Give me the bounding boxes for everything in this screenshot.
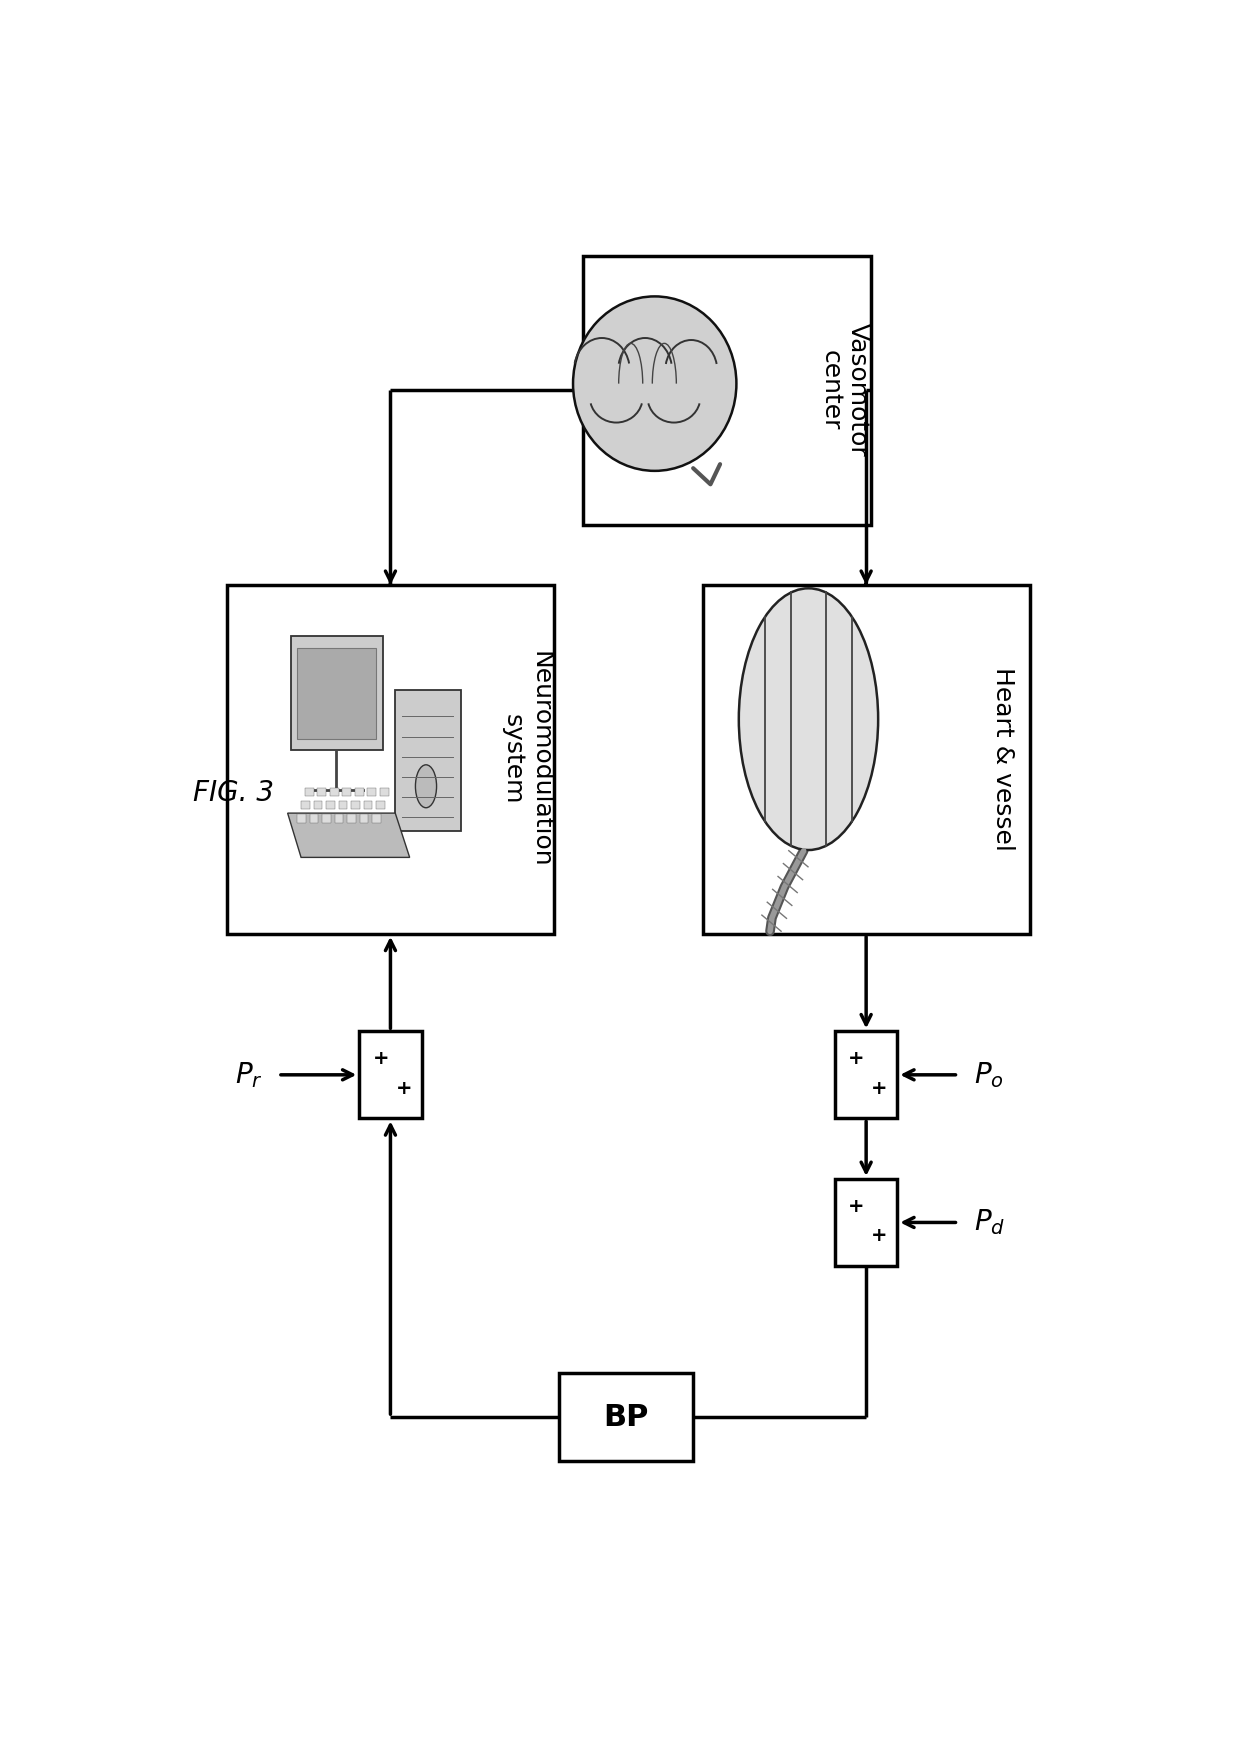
Bar — [558, 1373, 693, 1461]
Text: Heart & vessel: Heart & vessel — [991, 668, 1014, 851]
Bar — [330, 788, 339, 795]
Bar — [360, 814, 368, 823]
Bar — [835, 1032, 898, 1119]
Bar — [291, 636, 383, 749]
Bar — [339, 802, 347, 809]
Text: FIG. 3: FIG. 3 — [193, 779, 274, 807]
Bar — [703, 586, 1029, 934]
Bar — [227, 586, 554, 934]
Ellipse shape — [739, 589, 878, 851]
Bar — [396, 690, 460, 831]
Bar — [355, 788, 363, 795]
Bar — [367, 788, 376, 795]
Polygon shape — [288, 814, 409, 858]
Bar — [301, 802, 310, 809]
Bar — [298, 648, 376, 739]
Text: +: + — [848, 1197, 864, 1217]
Ellipse shape — [573, 296, 737, 471]
Bar — [335, 814, 343, 823]
Bar — [314, 802, 322, 809]
Bar — [372, 814, 381, 823]
Text: +: + — [372, 1049, 389, 1068]
Bar — [322, 814, 331, 823]
Bar — [317, 788, 326, 795]
Text: Vasomotor
center: Vasomotor center — [818, 324, 870, 457]
Bar — [835, 1178, 898, 1265]
Bar — [298, 814, 306, 823]
Text: Neuromodulation
system: Neuromodulation system — [501, 652, 553, 868]
Bar — [310, 814, 319, 823]
Text: $P_o$: $P_o$ — [975, 1060, 1004, 1089]
Text: +: + — [848, 1049, 864, 1068]
Text: +: + — [872, 1079, 888, 1098]
Bar — [583, 256, 870, 525]
Bar — [351, 802, 360, 809]
Text: BP: BP — [603, 1403, 649, 1431]
Bar — [379, 788, 388, 795]
Text: +: + — [872, 1227, 888, 1246]
Bar — [376, 802, 384, 809]
Text: $P_r$: $P_r$ — [236, 1060, 263, 1089]
Bar — [305, 788, 314, 795]
Text: $P_d$: $P_d$ — [973, 1208, 1004, 1238]
Bar — [360, 1032, 422, 1119]
Bar — [342, 788, 351, 795]
Bar — [326, 802, 335, 809]
Bar — [363, 802, 372, 809]
Bar — [347, 814, 356, 823]
Text: +: + — [396, 1079, 412, 1098]
Ellipse shape — [415, 765, 436, 807]
